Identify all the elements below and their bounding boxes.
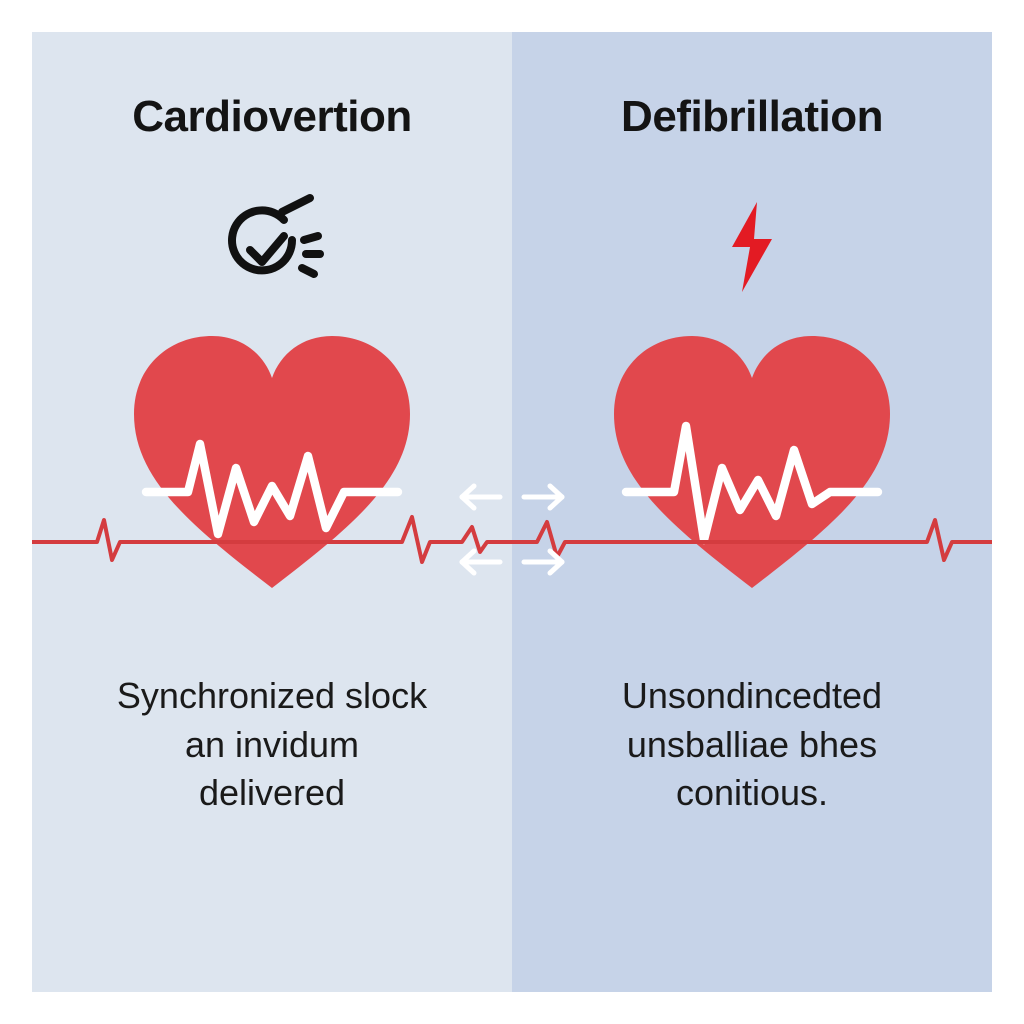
heart-svg-left <box>112 312 432 612</box>
heart-right <box>592 312 912 612</box>
icon-ray <box>302 268 314 274</box>
desc-right-line3: conitious. <box>622 769 882 818</box>
desc-right: Unsondincedted unsballiae bhes conitious… <box>622 672 882 818</box>
bolt-shape <box>732 202 772 292</box>
desc-right-line1: Unsondincedted <box>622 672 882 721</box>
icon-area-right <box>717 192 787 302</box>
icon-area-left <box>212 192 332 302</box>
title-left: Cardiovertion <box>132 92 412 142</box>
desc-left-line3: delivered <box>117 769 427 818</box>
icon-ray <box>304 236 318 240</box>
desc-left: Synchronized slock an invidum delivered <box>117 672 427 818</box>
icon-tick <box>282 198 310 212</box>
panel-cardioversion: Cardiovertion Synchronized slock <box>32 32 512 992</box>
desc-left-line2: an invidum <box>117 721 427 770</box>
desc-right-line2: unsballiae bhes <box>622 721 882 770</box>
panel-defibrillation: Defibrillation Unsondincedted unsballiae… <box>512 32 992 992</box>
desc-left-line1: Synchronized slock <box>117 672 427 721</box>
heart-shape <box>614 336 890 588</box>
title-right: Defibrillation <box>621 92 883 142</box>
lightning-bolt-icon <box>717 197 787 297</box>
heart-left <box>112 312 432 612</box>
heart-shape <box>134 336 410 588</box>
heart-svg-right <box>592 312 912 612</box>
comparison-frame: Cardiovertion Synchronized slock <box>32 32 992 992</box>
check-sync-icon <box>212 192 332 302</box>
icon-check <box>250 236 284 262</box>
